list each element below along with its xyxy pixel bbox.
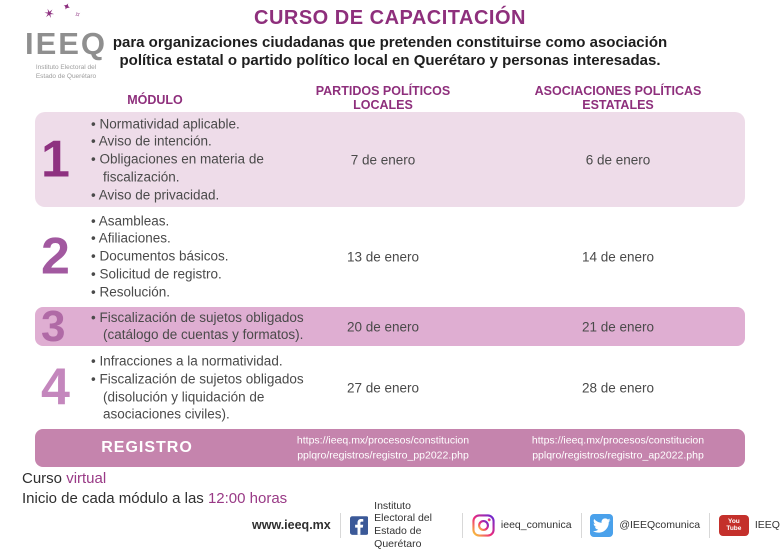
module-topics: Asambleas.Afiliaciones.Documentos básico…	[91, 212, 329, 301]
logo-subtext-line2: Estado de Querétaro	[35, 72, 97, 80]
logo-wordmark: IEEQ	[24, 26, 108, 61]
course-time-prefix: Inicio de cada módulo a las	[22, 490, 208, 508]
instagram-label: ieeq_comunica	[500, 518, 572, 531]
course-mode-value: virtual	[66, 470, 107, 487]
module-row-1: 1 Normatividad aplicable.Aviso de intenc…	[35, 112, 745, 207]
course-mode-prefix: Curso	[22, 470, 67, 487]
topic-item: Fiscalización de sujetos obligados (diso…	[91, 370, 329, 423]
topic-item: Aviso de intención.	[91, 133, 329, 151]
date-partidos: 20 de enero	[346, 319, 420, 334]
facebook-icon	[349, 515, 369, 535]
module-topics: Fiscalización de sujetos obligados (catá…	[91, 309, 329, 345]
social-footer: www.ieeq.mx Instituto Electoral del Esta…	[252, 500, 780, 550]
course-time-note: Inicio de cada módulo a las 12:00 horas	[22, 489, 287, 509]
table-header-row: MÓDULO PARTIDOS POLÍTICOS LOCALES ASOCIA…	[35, 84, 745, 112]
course-time-value: 12:00 horas	[207, 490, 288, 508]
website-link[interactable]: www.ieeq.mx	[252, 518, 331, 532]
twitter-icon	[590, 513, 614, 537]
footer-divider	[339, 512, 341, 538]
column-header-modulo: MÓDULO	[127, 93, 183, 107]
facebook-label-line2: Estado de Querétaro	[374, 525, 422, 550]
facebook-label: Instituto Electoral del Estado de Querét…	[374, 500, 453, 550]
module-topics: Normatividad aplicable.Aviso de intenció…	[91, 115, 329, 204]
registro-url-partidos-line2: pplqro/registros/registro_pp2022.php	[297, 449, 469, 461]
column-header-partidos-line2: LOCALES	[353, 98, 413, 113]
course-notes: Curso virtual Inicio de cada módulo a la…	[22, 469, 287, 510]
topic-item: Aviso de privacidad.	[91, 186, 329, 204]
module-row-2: 2 Asambleas.Afiliaciones.Documentos bási…	[35, 210, 745, 303]
topic-item: Infracciones a la normatividad.	[91, 352, 329, 370]
date-asociaciones: 6 de enero	[585, 152, 651, 167]
topic-item: Obligaciones en materia de fiscalización…	[91, 151, 329, 187]
subtitle-line2: política estatal o partido político loca…	[119, 52, 661, 69]
date-asociaciones: 14 de enero	[581, 249, 655, 264]
logo-subtext: Instituto Electoral del Estado de Querét…	[16, 64, 116, 82]
date-asociaciones: 21 de enero	[581, 319, 655, 334]
topic-item: Resolución.	[91, 283, 329, 301]
youtube-icon-text-line2: Tube	[726, 525, 742, 532]
page-subtitle: para organizaciones ciudadanas que prete…	[0, 34, 780, 70]
subtitle-line1: para organizaciones ciudadanas que prete…	[112, 34, 668, 51]
topic-item: Normatividad aplicable.	[91, 115, 329, 133]
footer-divider	[462, 512, 463, 538]
topic-item: Fiscalización de sujetos obligados (catá…	[91, 309, 329, 345]
facebook-link[interactable]: Instituto Electoral del Estado de Querét…	[349, 500, 454, 550]
youtube-icon-text-line1: You	[727, 517, 740, 525]
footer-divider	[709, 512, 710, 538]
ieeq-logo: ✶ ✦ ✧ IEEQ Instituto Electoral del Estado …	[16, 1, 116, 82]
column-header-partidos: PARTIDOS POLÍTICOS LOCALES	[316, 84, 451, 113]
logo-subtext-line1: Instituto Electoral del	[35, 64, 97, 71]
registro-url-partidos-line1: https://ieeq.mx/procesos/constitucion	[296, 434, 470, 447]
date-partidos: 13 de enero	[346, 249, 420, 264]
facebook-label-line1: Instituto Electoral del	[374, 499, 432, 525]
topic-item: Documentos básicos.	[91, 248, 329, 266]
registro-url-asociaciones-line2: pplqro/registros/registro_ap2022.php	[532, 449, 704, 461]
youtube-link[interactable]: You Tube IEEQ	[718, 514, 780, 536]
registro-url-asociaciones[interactable]: https://ieeq.mx/procesos/constitucion pp…	[498, 433, 738, 462]
date-asociaciones: 28 de enero	[581, 380, 655, 396]
column-header-partidos-line1: PARTIDOS POLÍTICOS	[315, 84, 451, 98]
instagram-link[interactable]: ieeq_comunica	[472, 513, 572, 537]
module-row-3: 3 Fiscalización de sujetos obligados (ca…	[35, 301, 745, 351]
column-header-asociaciones-line2: ESTATALES	[582, 98, 654, 113]
twitter-label: @IEEQcomunica	[619, 518, 701, 531]
twitter-link[interactable]: @IEEQcomunica	[590, 513, 701, 537]
topic-item: Asambleas.	[91, 212, 329, 230]
registro-url-partidos[interactable]: https://ieeq.mx/procesos/constitucion pp…	[263, 433, 503, 462]
registro-label: REGISTRO	[101, 439, 193, 456]
topic-item: Afiliaciones.	[91, 230, 329, 248]
page-title: CURSO DE CAPACITACIÓN	[254, 7, 526, 29]
module-number: 4	[41, 358, 70, 417]
column-header-asociaciones-line1: ASOCIACIONES POLÍTICAS	[534, 84, 702, 98]
registro-row: REGISTRO https://ieeq.mx/procesos/consti…	[35, 429, 745, 467]
youtube-icon: You Tube	[718, 514, 749, 536]
youtube-label: IEEQ	[754, 518, 780, 531]
schedule-table: MÓDULO PARTIDOS POLÍTICOS LOCALES ASOCIA…	[35, 84, 745, 467]
module-number: 2	[41, 227, 70, 286]
module-row-4: 4 Infracciones a la normatividad.Fiscali…	[35, 350, 745, 426]
footer-divider	[580, 512, 582, 538]
column-header-asociaciones: ASOCIACIONES POLÍTICAS ESTATALES	[535, 84, 702, 113]
module-number: 1	[41, 130, 70, 189]
module-number: 3	[41, 301, 66, 351]
topic-item: Solicitud de registro.	[91, 265, 329, 283]
instagram-icon	[472, 513, 495, 537]
date-partidos: 27 de enero	[346, 380, 420, 396]
registro-url-asociaciones-line1: https://ieeq.mx/procesos/constitucion	[531, 434, 705, 447]
course-mode-note: Curso virtual	[22, 469, 287, 489]
date-partidos: 7 de enero	[350, 152, 416, 167]
module-topics: Infracciones a la normatividad.Fiscaliza…	[91, 352, 329, 423]
